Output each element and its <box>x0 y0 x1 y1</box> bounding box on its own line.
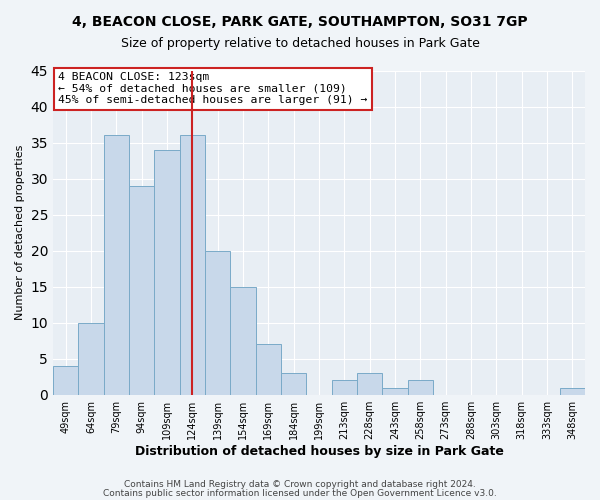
Bar <box>129 186 154 394</box>
Bar <box>205 250 230 394</box>
Bar <box>154 150 179 394</box>
Text: 4 BEACON CLOSE: 123sqm
← 54% of detached houses are smaller (109)
45% of semi-de: 4 BEACON CLOSE: 123sqm ← 54% of detached… <box>58 72 368 106</box>
Y-axis label: Number of detached properties: Number of detached properties <box>15 145 25 320</box>
X-axis label: Distribution of detached houses by size in Park Gate: Distribution of detached houses by size … <box>134 444 503 458</box>
Bar <box>256 344 281 395</box>
Text: Size of property relative to detached houses in Park Gate: Size of property relative to detached ho… <box>121 38 479 51</box>
Bar <box>104 136 129 394</box>
Bar <box>179 136 205 394</box>
Text: Contains public sector information licensed under the Open Government Licence v3: Contains public sector information licen… <box>103 489 497 498</box>
Bar <box>560 388 585 394</box>
Bar <box>53 366 79 394</box>
Bar <box>230 286 256 395</box>
Bar <box>281 373 307 394</box>
Text: Contains HM Land Registry data © Crown copyright and database right 2024.: Contains HM Land Registry data © Crown c… <box>124 480 476 489</box>
Bar <box>407 380 433 394</box>
Bar <box>382 388 407 394</box>
Text: 4, BEACON CLOSE, PARK GATE, SOUTHAMPTON, SO31 7GP: 4, BEACON CLOSE, PARK GATE, SOUTHAMPTON,… <box>72 15 528 29</box>
Bar <box>332 380 357 394</box>
Bar <box>79 322 104 394</box>
Bar <box>357 373 382 394</box>
